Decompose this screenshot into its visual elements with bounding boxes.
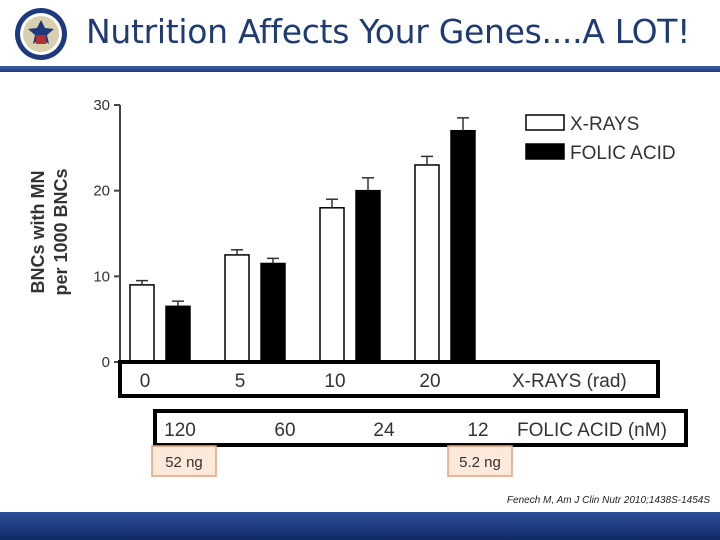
annotation-label: 5.2 ng (459, 454, 501, 471)
y-axis-title-line1: BNCs with MN (28, 171, 48, 294)
bar-folic (450, 129, 476, 363)
y-tick-label: 10 (93, 268, 110, 285)
bar-xray (414, 164, 440, 363)
citation-text: Fenech M, Am J Clin Nutr 2010;1438S-1454… (506, 495, 710, 506)
xray-category-label: 5 (235, 371, 246, 392)
bar-folic (165, 305, 191, 363)
va-seal-logo (15, 8, 67, 60)
folic-axis-box (153, 409, 688, 447)
legend-label-xray: X-RAYS (570, 114, 639, 135)
y-axis-title-line2: per 1000 BNCs (51, 168, 71, 295)
legend-swatch-xray (525, 114, 565, 131)
folic-category-label: 12 (467, 420, 488, 441)
legend-label-folic: FOLIC ACID (570, 143, 676, 164)
annotation-label: 52 ng (165, 454, 203, 471)
folic-category-label: 120 (164, 420, 196, 441)
folic-category-label: 24 (373, 420, 395, 441)
chart-container: 0 10 20 30 BNCs with MN per 1000 BNCs X-RAYS FO… (22, 92, 698, 484)
xray-category-label: 10 (324, 371, 345, 392)
legend-swatch-folic (525, 143, 565, 160)
bar-xray (319, 207, 345, 363)
bar-folic (355, 189, 381, 363)
xray-category-label: 20 (419, 371, 440, 392)
bar-chart: 0 10 20 30 BNCs with MN per 1000 BNCs X-RAYS FO… (28, 97, 688, 477)
xray-category-label: 0 (140, 371, 151, 392)
folic-axis-label: FOLIC ACID (nM) (517, 420, 667, 441)
annotation-box (151, 445, 217, 477)
y-tick-label: 0 (102, 354, 110, 371)
folic-category-label: 60 (274, 420, 295, 441)
xray-axis-label: X-RAYS (rad) (512, 371, 627, 392)
bar-xray (129, 284, 155, 363)
xray-axis-box (118, 360, 660, 398)
bar-xray (224, 254, 250, 363)
bar-folic (260, 262, 286, 363)
annotation-box (447, 445, 513, 477)
header-divider (0, 66, 720, 72)
y-tick-label: 30 (93, 97, 110, 114)
y-tick-label: 20 (93, 183, 110, 200)
slide-header: Nutrition Affects Your Genes....A LOT! (0, 0, 720, 68)
footer-bar (0, 512, 720, 540)
slide-title: Nutrition Affects Your Genes....A LOT! (86, 12, 691, 51)
